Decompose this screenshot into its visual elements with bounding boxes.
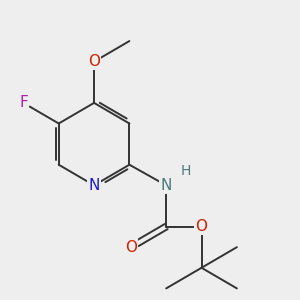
Text: N: N xyxy=(160,178,172,193)
Text: O: O xyxy=(88,54,100,69)
Text: F: F xyxy=(19,95,28,110)
Text: O: O xyxy=(125,240,137,255)
Text: N: N xyxy=(88,178,100,193)
Text: H: H xyxy=(180,164,190,178)
Text: O: O xyxy=(196,219,208,234)
